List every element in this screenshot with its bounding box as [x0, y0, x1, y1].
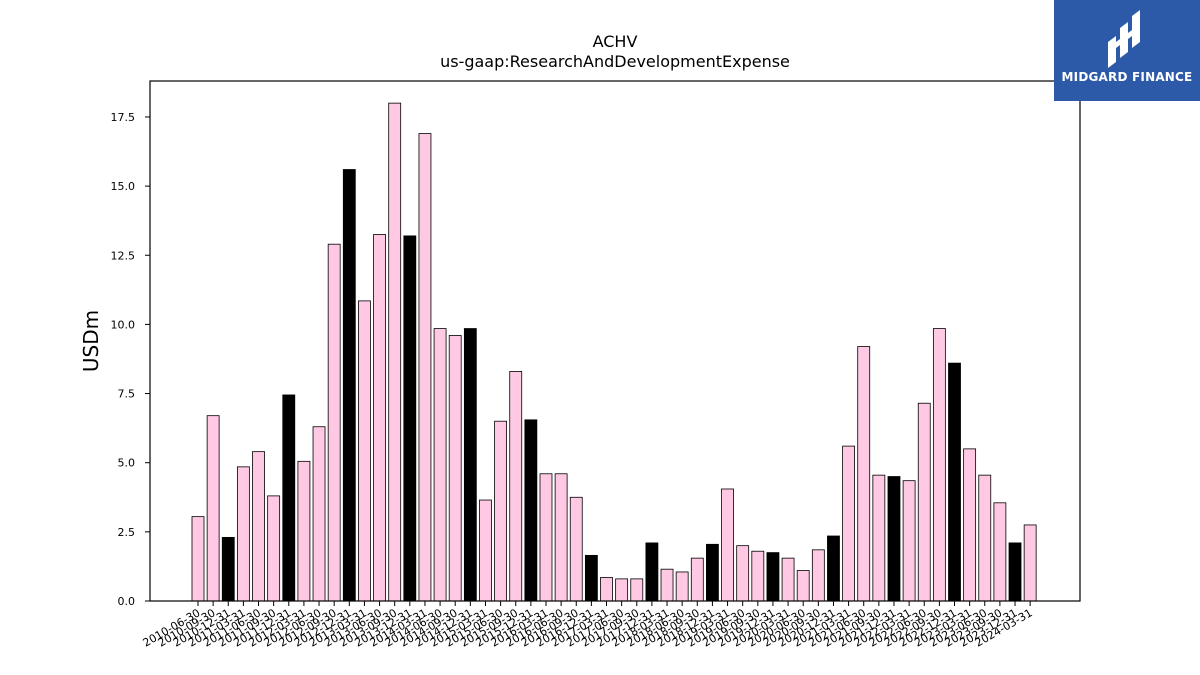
bar-2019-03-31 [721, 488, 734, 602]
bar-2021-09-30 [872, 474, 886, 602]
bar-2021-03-31 [842, 445, 855, 602]
x-axis: 2010-06-302010-09-302010-12-312011-03-31… [141, 601, 1035, 650]
chart-title: ACHV [592, 32, 638, 51]
y-tick-label: 5.0 [118, 457, 136, 470]
bar-2023-12-31 [1008, 542, 1022, 602]
bar-2022-03-31 [902, 480, 916, 602]
bar-2015-12-31 [524, 419, 538, 602]
bar-2012-06-30 [312, 426, 326, 602]
bar-2015-09-30 [509, 371, 523, 602]
bar-2010-12-31 [221, 536, 235, 602]
midgard-logo-icon [1108, 10, 1140, 68]
bar-2012-03-31 [297, 460, 311, 602]
bar-2016-09-30 [569, 496, 583, 602]
y-tick-label: 15.0 [111, 180, 136, 193]
bar-2010-09-30 [206, 415, 220, 602]
y-tick-label: 17.5 [111, 111, 136, 124]
y-tick-label: 7.5 [118, 388, 136, 401]
bar-2021-06-30 [857, 346, 871, 602]
bar-2017-09-30 [630, 578, 644, 602]
bar-2020-03-31 [781, 557, 795, 602]
bar-2013-06-30 [373, 234, 386, 602]
bar-2010-06-30 [191, 516, 205, 602]
bar-2018-09-30 [690, 557, 704, 602]
bar-2017-03-31 [600, 577, 613, 602]
bar-2020-06-30 [796, 570, 810, 602]
bar-2023-09-30 [993, 502, 1007, 602]
bar-2015-03-31 [479, 499, 492, 602]
bar-2017-12-31 [645, 542, 659, 602]
bar-2012-09-30 [327, 243, 341, 602]
bar-2023-06-30 [978, 474, 992, 602]
bar-2012-12-31 [342, 169, 356, 602]
plot-frame [149, 80, 1081, 602]
bar-2021-12-31 [887, 476, 901, 602]
bar-2014-03-31 [418, 133, 432, 602]
y-axis: 0.0 2.5 5.0 7.5 10.0 12.5 15.0 17.5 [111, 111, 150, 608]
y-axis-label: USDm [79, 310, 103, 372]
bars-group [191, 102, 1037, 602]
bar-2019-06-30 [736, 545, 750, 602]
y-tick-label: 12.5 [111, 249, 136, 262]
y-tick-label: 10.0 [111, 318, 136, 331]
bar-2013-09-30 [388, 102, 402, 602]
bar-2014-09-30 [448, 335, 462, 602]
chart-subtitle: us-gaap:ResearchAndDevelopmentExpense [440, 52, 790, 71]
bar-2011-03-31 [236, 466, 250, 602]
midgard-finance-logo: MIDGARD FINANCE [1054, 0, 1200, 101]
logo-text: MIDGARD FINANCE [1061, 70, 1193, 84]
bar-2016-03-31 [539, 473, 553, 602]
bar-2023-03-31 [963, 448, 977, 602]
bar-2011-12-31 [282, 394, 296, 602]
bar-2016-06-30 [554, 473, 568, 602]
bar-2022-12-31 [948, 362, 961, 602]
bar-2019-12-31 [766, 552, 780, 602]
bar-2018-03-31 [660, 568, 674, 602]
bar-2011-06-30 [252, 451, 265, 602]
bar-2020-09-30 [811, 549, 825, 602]
bar-2019-09-30 [751, 550, 765, 602]
bar-2022-06-30 [917, 402, 931, 602]
y-tick-label: 0.0 [118, 595, 136, 608]
bar-2016-12-31 [584, 554, 598, 602]
bar-2020-12-31 [827, 535, 840, 602]
bar-2022-09-30 [932, 328, 946, 602]
bar-2024-03-31 [1023, 524, 1037, 602]
bar-2018-06-30 [675, 571, 689, 602]
bar-2013-12-31 [403, 235, 417, 602]
bar-2017-06-30 [615, 578, 629, 602]
bar-2014-12-31 [463, 328, 477, 602]
bar-2014-06-30 [433, 328, 447, 602]
bar-2018-12-31 [706, 543, 719, 602]
bar-2015-06-30 [494, 420, 508, 602]
bar-2013-03-31 [358, 300, 371, 602]
bar-2011-09-30 [267, 495, 281, 602]
y-tick-label: 2.5 [118, 526, 136, 539]
